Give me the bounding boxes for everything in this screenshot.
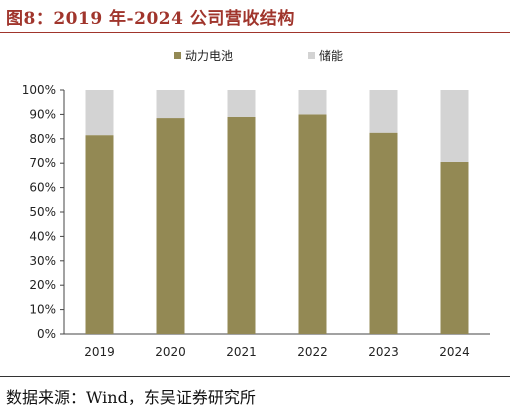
bar-power-battery-2019 <box>85 135 114 334</box>
y-tick-label: 80% <box>29 132 56 146</box>
source-note: 数据来源：Wind，东吴证券研究所 <box>6 388 256 407</box>
bar-energy-storage-2021 <box>227 90 256 117</box>
legend-energy-storage-label: 储能 <box>319 48 343 63</box>
figure-title: 图8：2019 年-2024 公司营收结构 <box>6 9 295 29</box>
legend-energy-storage-swatch <box>308 52 315 59</box>
bar-energy-storage-2022 <box>298 90 327 115</box>
source-divider <box>0 376 510 377</box>
x-tick-label: 2024 <box>439 345 470 359</box>
legend-power-battery-label: 动力电池 <box>185 49 233 63</box>
x-tick-label: 2021 <box>226 345 257 359</box>
bar-energy-storage-2024 <box>440 90 469 162</box>
y-tick-label: 0% <box>37 327 56 341</box>
x-tick-label: 2022 <box>297 345 328 359</box>
y-tick-label: 30% <box>29 254 56 268</box>
y-tick-label: 70% <box>29 156 56 170</box>
x-tick-label: 2019 <box>84 345 115 359</box>
bar-power-battery-2023 <box>369 132 398 334</box>
bar-power-battery-2020 <box>156 118 185 334</box>
y-tick-label: 20% <box>29 278 56 292</box>
stacked-bar-chart: 0% 10% 20% 30% 40% 50% 60% 70% 80% 90% 100% 2019 202… <box>22 48 490 359</box>
y-tick-label: 100% <box>22 83 56 97</box>
legend-power-battery-swatch <box>174 52 181 59</box>
title-divider <box>0 32 510 33</box>
y-tick-label: 60% <box>29 181 56 195</box>
x-tick-label: 2023 <box>368 345 399 359</box>
y-tick-label: 50% <box>29 205 56 219</box>
y-tick-label: 90% <box>29 107 56 121</box>
y-tick-label: 40% <box>29 229 56 243</box>
bar-power-battery-2022 <box>298 114 327 335</box>
bar-energy-storage-2023 <box>369 90 398 133</box>
bar-energy-storage-2019 <box>85 90 114 136</box>
bar-power-battery-2021 <box>227 116 256 334</box>
x-tick-label: 2020 <box>155 345 186 359</box>
y-tick-label: 10% <box>29 303 56 317</box>
bar-energy-storage-2020 <box>156 90 185 119</box>
bar-power-battery-2024 <box>440 161 469 334</box>
